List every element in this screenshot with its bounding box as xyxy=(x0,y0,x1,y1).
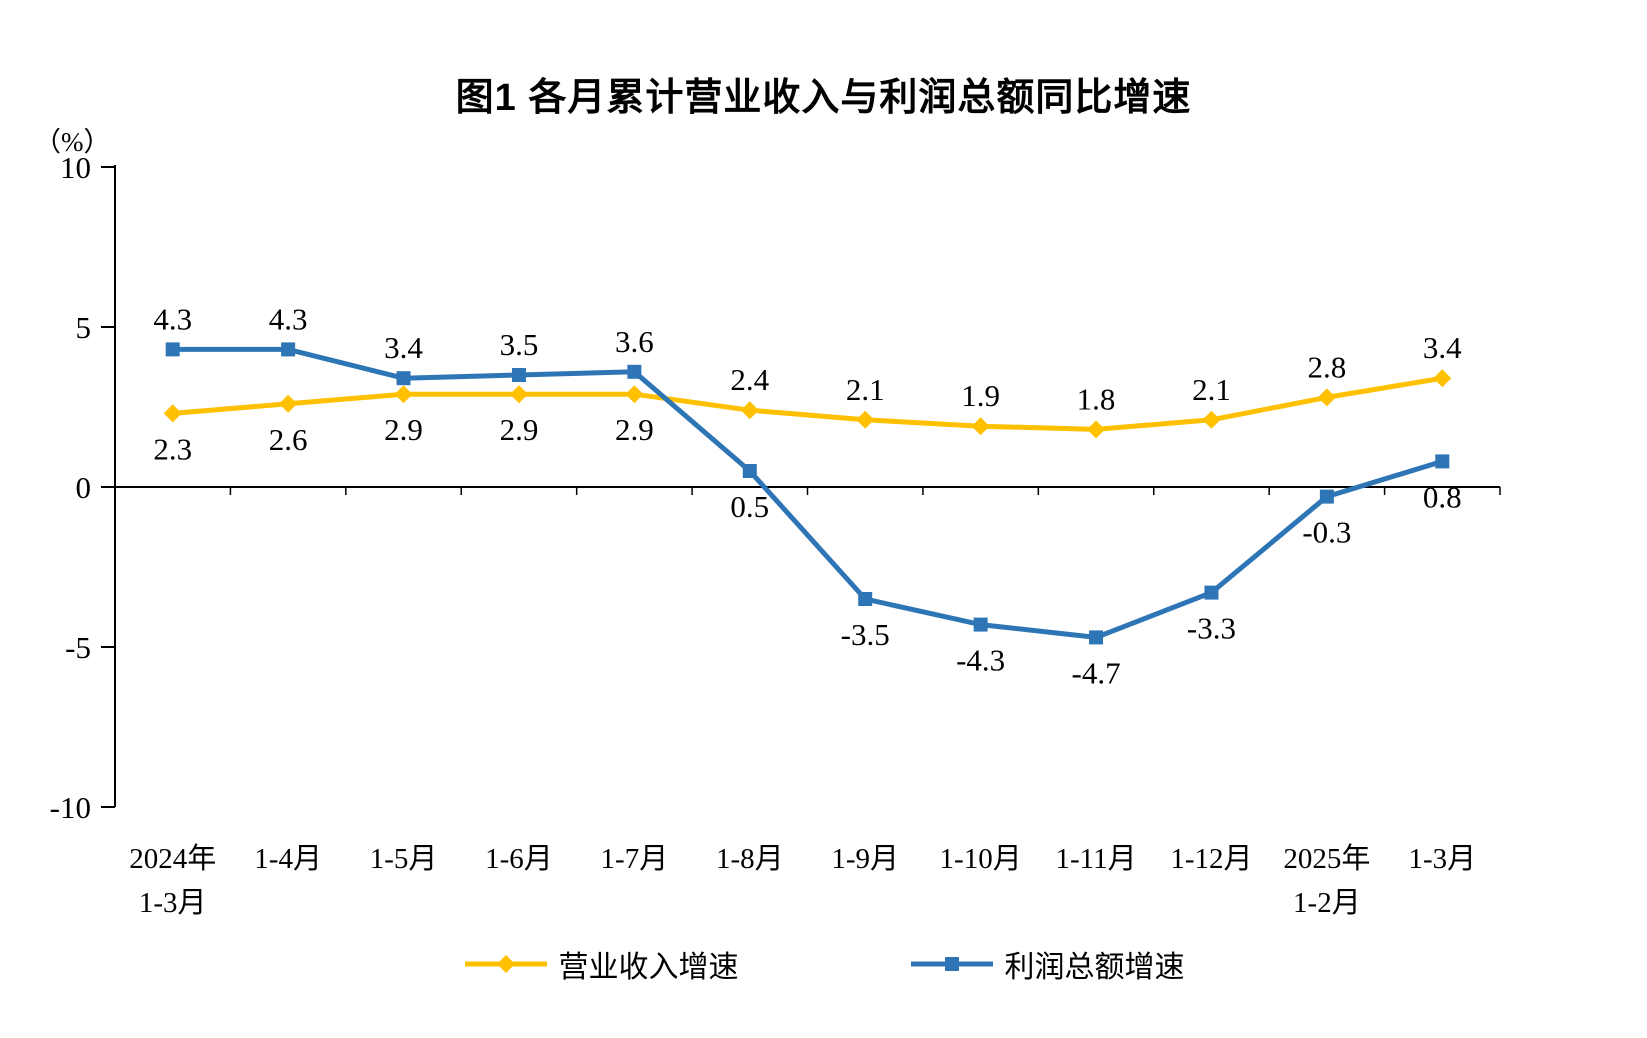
legend-label-profit: 利润总额增速 xyxy=(1004,951,1185,984)
y-tick-label: 5 xyxy=(76,310,92,345)
data-label: 1.9 xyxy=(961,378,1000,413)
data-label: 2.3 xyxy=(153,431,192,466)
marker-square-icon xyxy=(281,342,296,357)
marker-diamond-icon xyxy=(1317,388,1336,407)
marker-square-icon xyxy=(396,371,411,386)
marker-diamond-icon xyxy=(740,401,759,420)
marker-diamond-icon xyxy=(394,385,413,404)
data-label: 2.6 xyxy=(269,422,308,457)
marker-diamond-icon xyxy=(509,385,528,404)
marker-diamond-icon xyxy=(163,404,182,423)
x-tick-label: 1-6月 xyxy=(485,843,553,875)
data-label: 2.9 xyxy=(500,412,539,447)
y-tick-label: 10 xyxy=(60,150,91,185)
x-tick-label: 1-10月 xyxy=(940,843,1022,875)
data-label: 2.1 xyxy=(846,372,885,407)
data-label: 0.5 xyxy=(730,489,769,524)
marker-square-icon xyxy=(1435,454,1450,469)
marker-square-icon xyxy=(1319,489,1334,504)
data-label: -0.3 xyxy=(1302,515,1351,550)
x-tick-label: 1-9月 xyxy=(831,843,899,875)
data-label: 3.5 xyxy=(500,327,539,362)
x-tick-label: 1-7月 xyxy=(601,843,669,875)
chart-title: 图1 各月累计营业收入与利润总额同比增速 xyxy=(455,77,1192,119)
x-tick-label: 1-11月 xyxy=(1055,843,1136,875)
legend-label-revenue: 营业收入增速 xyxy=(558,951,739,984)
legend-item-revenue: 营业收入增速 xyxy=(463,942,739,986)
x-tick-label: 2024年 1-3月 xyxy=(129,842,216,919)
data-label: 3.4 xyxy=(1423,330,1462,365)
series-line-0 xyxy=(170,375,1445,432)
y-tick-label: -5 xyxy=(65,630,91,665)
marker-diamond-icon xyxy=(1202,410,1221,429)
x-tick-label: 1-8月 xyxy=(716,843,784,875)
marker-square-icon xyxy=(742,464,757,478)
marker-square-icon xyxy=(1204,585,1219,600)
marker-diamond-icon xyxy=(1087,420,1106,439)
x-tick-label: 1-3月 xyxy=(1408,843,1476,875)
x-tick-label: 1-12月 xyxy=(1170,843,1252,875)
data-label: 2.4 xyxy=(730,362,769,397)
chart-legend: 营业收入增速 利润总额增速 xyxy=(0,942,1647,986)
x-tick-label: 1-4月 xyxy=(254,843,322,875)
data-label: 4.3 xyxy=(153,301,192,336)
y-tick-label: -10 xyxy=(50,790,91,825)
x-tick-label: 1-5月 xyxy=(370,843,438,875)
marker-diamond-icon xyxy=(1433,369,1452,388)
marker-square-icon xyxy=(858,592,873,606)
x-tick-label: 2025年 1-2月 xyxy=(1283,842,1370,919)
data-label: 1.8 xyxy=(1077,381,1116,416)
marker-square-icon xyxy=(1089,630,1104,645)
legend-swatch-revenue-icon xyxy=(464,955,547,973)
data-label: -3.5 xyxy=(841,617,890,652)
y-tick-label: 0 xyxy=(76,470,92,505)
marker-square-icon xyxy=(973,617,988,632)
data-label: 0.8 xyxy=(1423,479,1462,514)
data-label: 2.9 xyxy=(384,412,423,447)
data-label: -4.7 xyxy=(1072,655,1121,690)
marker-square-icon xyxy=(627,364,642,379)
data-label: -3.3 xyxy=(1187,611,1236,646)
marker-square-icon xyxy=(165,342,180,357)
legend-swatch-profit-icon xyxy=(910,957,993,971)
marker-diamond-icon xyxy=(856,410,875,429)
data-label: 3.4 xyxy=(384,330,423,365)
marker-square-icon xyxy=(511,368,526,382)
marker-diamond-icon xyxy=(279,394,298,413)
data-label: 2.8 xyxy=(1308,349,1347,384)
data-label: -4.3 xyxy=(956,643,1005,678)
y-axis-unit-label: （%） xyxy=(34,127,111,157)
marker-diamond-icon xyxy=(971,417,990,436)
data-label: 3.6 xyxy=(615,324,654,359)
data-label: 2.9 xyxy=(615,412,654,447)
series-line-1 xyxy=(170,346,1445,640)
legend-item-profit: 利润总额增速 xyxy=(909,942,1185,986)
data-label: 4.3 xyxy=(269,301,308,336)
marker-diamond-icon xyxy=(625,385,644,404)
data-label: 2.1 xyxy=(1192,372,1231,407)
